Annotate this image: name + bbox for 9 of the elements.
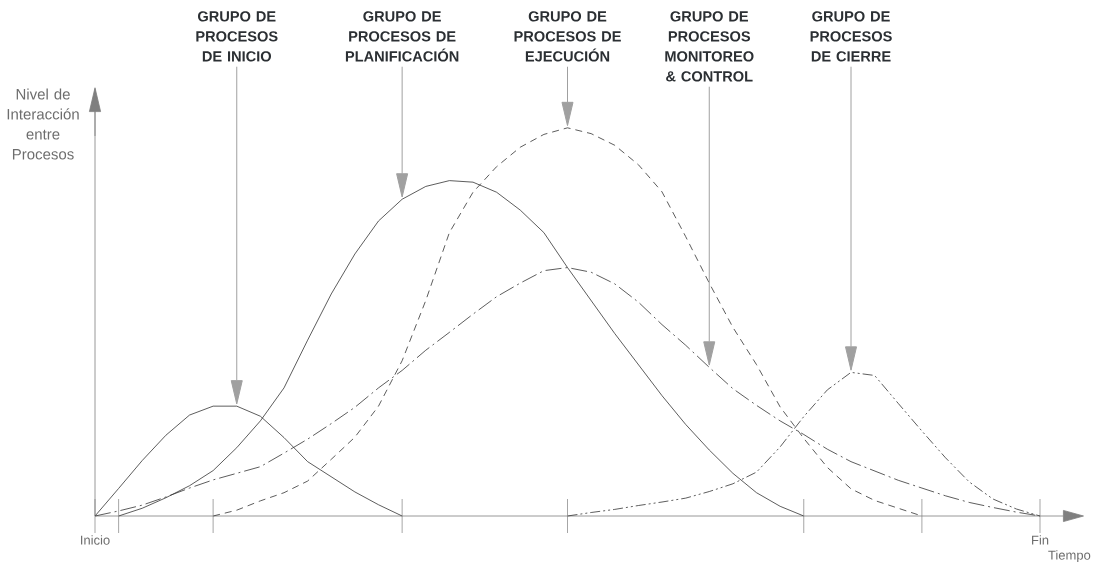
- text: GRUPO DE PROCESOS DE CIERRE: [810, 11, 892, 62]
- y-axis-title: Nivel de Interacción entre Procesos: [7, 88, 79, 160]
- text: GRUPO DE PROCESOS DE PLANIFICACIÓN: [345, 11, 459, 62]
- x-tick-label: Fin: [1032, 535, 1049, 545]
- text: GRUPO DE PROCESOS DE EJECUCIÓN: [514, 11, 621, 62]
- text: GRUPO DE PROCESOS DE INICIO: [196, 11, 278, 62]
- text: GRUPO DE PROCESOS MONITOREO & CONTROL: [665, 11, 754, 82]
- x-tick-label: Inicio: [81, 535, 110, 545]
- x-axis-title: Tiempo: [1048, 550, 1091, 562]
